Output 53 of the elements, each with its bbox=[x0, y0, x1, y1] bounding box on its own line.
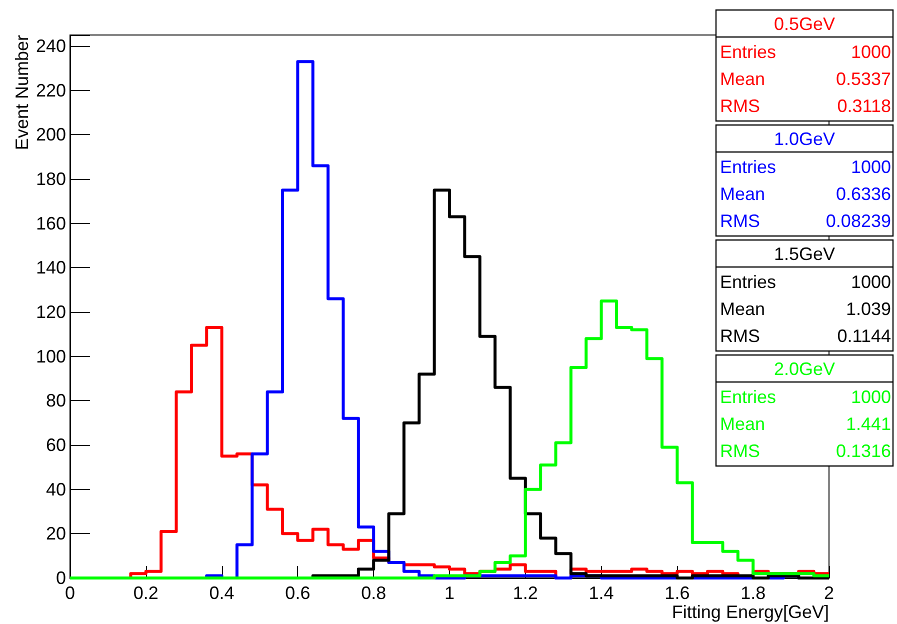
annotation: Mean bbox=[720, 184, 766, 204]
y-tick-label: 180 bbox=[36, 169, 66, 190]
text: 1000 bbox=[850, 387, 891, 407]
text: 1.039 bbox=[846, 299, 891, 319]
text: 0.1144 bbox=[837, 326, 891, 346]
annotation: Entries bbox=[720, 272, 776, 292]
x-tick-label: 0.2 bbox=[133, 583, 158, 603]
text: 0.3118 bbox=[837, 96, 891, 116]
annotation: 0.08239 bbox=[826, 211, 891, 231]
x-axis-title: Fitting Energy[GeV] bbox=[672, 602, 829, 622]
text: 1000 bbox=[850, 42, 891, 62]
text: 1000 bbox=[850, 272, 891, 292]
y-tick-label: 120 bbox=[36, 302, 66, 322]
x-tick-label: 1.8 bbox=[740, 583, 766, 603]
x-tick-label: 2 bbox=[824, 583, 834, 603]
y-tick-label: 0 bbox=[56, 568, 66, 588]
text: 2.0GeV bbox=[774, 359, 836, 379]
text: 0.5337 bbox=[836, 69, 891, 89]
text: 1.0GeV bbox=[774, 129, 836, 149]
x-tick-label: 1.2 bbox=[512, 583, 538, 603]
y-tick-label: 160 bbox=[36, 213, 66, 234]
annotation: RMS bbox=[720, 441, 760, 461]
y-tick-label: 80 bbox=[46, 390, 66, 411]
text: 1.441 bbox=[846, 414, 891, 434]
annotation: RMS bbox=[720, 326, 760, 346]
x-tick-label: 0.4 bbox=[209, 583, 234, 603]
x-tick-label: 0.6 bbox=[285, 583, 310, 603]
annotation: Mean bbox=[720, 414, 766, 434]
text: 0.5GeV bbox=[774, 14, 836, 34]
annotation: RMS bbox=[720, 211, 760, 231]
annotation: Entries bbox=[720, 157, 776, 177]
y-tick-label: 220 bbox=[36, 80, 66, 100]
x-tick-label: 1.4 bbox=[588, 583, 614, 603]
text: 1.5GeV bbox=[774, 244, 836, 264]
annotation: Entries bbox=[720, 387, 776, 407]
annotation: Mean bbox=[720, 299, 766, 319]
annotation: Entries bbox=[720, 42, 776, 62]
y-tick-label: 100 bbox=[36, 346, 66, 366]
x-tick-label: 1.6 bbox=[664, 583, 690, 603]
x-tick-label: 0.8 bbox=[361, 583, 386, 603]
text: 0.1316 bbox=[836, 441, 891, 461]
annotation: RMS bbox=[720, 96, 760, 116]
y-axis-title: Event Number bbox=[12, 35, 32, 150]
text: 1000 bbox=[850, 157, 891, 177]
text: 0.6336 bbox=[836, 184, 891, 204]
annotation: Mean bbox=[720, 69, 766, 89]
y-tick-label: 200 bbox=[36, 124, 66, 145]
y-tick-label: 240 bbox=[36, 36, 66, 56]
y-tick-label: 20 bbox=[46, 524, 66, 544]
y-tick-label: 140 bbox=[36, 258, 66, 278]
y-tick-label: 40 bbox=[46, 479, 66, 500]
y-tick-label: 60 bbox=[46, 435, 66, 456]
x-tick-label: 1 bbox=[444, 583, 455, 603]
